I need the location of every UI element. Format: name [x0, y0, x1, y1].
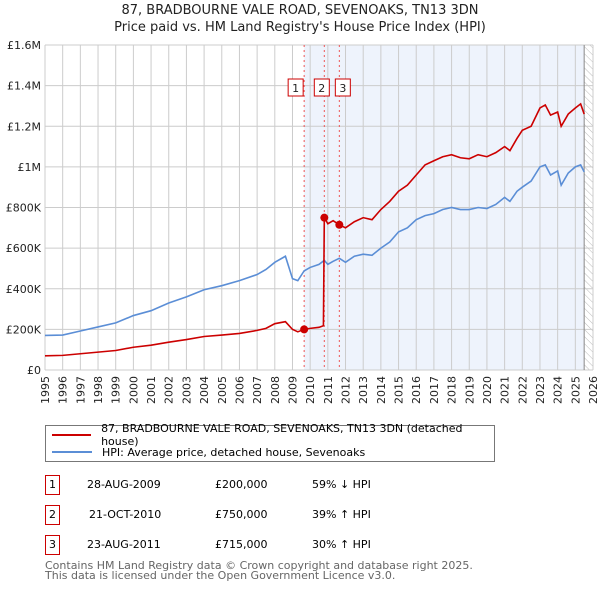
transaction-row: 3 23-AUG-2011 £715,000 30% ↑ HPI: [45, 535, 445, 555]
x-tick-label: 2020: [481, 376, 494, 404]
y-tick-label: £800K: [6, 202, 42, 215]
legend-red-line: [52, 434, 92, 436]
x-tick-label: 2014: [375, 376, 388, 404]
transaction-date: 28-AUG-2009: [87, 478, 161, 491]
x-tick-label: 1999: [110, 376, 123, 404]
footer-copyright: Contains HM Land Registry data © Crown c…: [45, 559, 473, 572]
x-tick-label: 2011: [322, 376, 335, 404]
sale-label-box: [334, 78, 351, 97]
legend-blue-line: [52, 451, 92, 453]
x-tick-label: 2000: [127, 376, 140, 404]
x-tick-label: 2023: [534, 376, 547, 404]
series-line: [44, 163, 585, 337]
transaction-id: 3: [45, 535, 60, 555]
sale-marker: [320, 213, 329, 222]
x-tick-label: 2018: [446, 376, 459, 404]
x-tick-label: 2017: [428, 376, 441, 404]
y-tick-label: £0: [27, 364, 41, 377]
series-line: [44, 102, 585, 357]
transaction-id: 2: [45, 505, 60, 525]
x-tick-label: 2009: [286, 376, 299, 404]
x-tick-label: 2024: [552, 376, 565, 404]
x-tick-label: 2001: [145, 376, 158, 404]
y-tick-label: £600K: [6, 242, 42, 255]
y-tick-label: £1.6M: [7, 39, 41, 52]
x-tick-label: 1995: [39, 376, 52, 404]
price-chart: 1995 1996 1997 1998 1999 2000 2001 2002 2003 2004…: [6, 39, 600, 404]
transaction-hpi: 59% ↓ HPI: [312, 478, 371, 491]
x-tick-label: 2026: [587, 376, 600, 404]
x-tick-label: 2012: [340, 376, 353, 404]
x-tick-label: 2004: [198, 376, 211, 404]
legend: 87, BRADBOURNE VALE ROAD, SEVENOAKS, TN1…: [45, 422, 495, 462]
x-tick-label: 2025: [569, 376, 582, 404]
x-tick-label: 2006: [233, 376, 246, 404]
y-tick-label: £200K: [6, 323, 42, 336]
transaction-price: £750,000: [215, 508, 268, 521]
transaction-row: 1 28-AUG-2009 £200,000 59% ↓ HPI: [45, 475, 445, 495]
x-tick-label: 2019: [463, 376, 476, 404]
x-tick-label: 2013: [357, 376, 370, 404]
x-tick-label: 2002: [163, 376, 176, 404]
transaction-price: £715,000: [215, 538, 268, 551]
y-tick-label: £400K: [6, 283, 42, 296]
x-tick-label: 2005: [216, 376, 229, 404]
y-tick-label: £1.4M: [7, 80, 41, 93]
x-tick-label: 2016: [410, 376, 423, 404]
sale-label-box: [313, 78, 330, 97]
transaction-date: 21-OCT-2010: [89, 508, 162, 521]
transaction-hpi: 39% ↑ HPI: [312, 508, 371, 521]
sale-label: 3: [339, 82, 346, 95]
sale-marker: [300, 325, 309, 334]
x-tick-label: 1997: [74, 376, 87, 404]
x-tick-label: 2022: [516, 376, 529, 404]
sale-marker: [335, 220, 344, 229]
sale-label: 1: [292, 82, 299, 95]
x-tick-label: 2007: [251, 376, 264, 404]
sale-label: 2: [318, 82, 325, 95]
sale-label-box: [287, 78, 304, 97]
footer-licence: This data is licensed under the Open Gov…: [45, 569, 396, 582]
x-tick-label: 2010: [304, 376, 317, 404]
chart-title: 87, BRADBOURNE VALE ROAD, SEVENOAKS, TN1…: [121, 3, 479, 18]
x-tick-label: 2015: [393, 376, 406, 404]
y-tick-label: £1M: [18, 161, 42, 174]
transaction-hpi: 30% ↑ HPI: [312, 538, 371, 551]
x-tick-label: 1998: [92, 376, 105, 404]
transaction-date: 23-AUG-2011: [87, 538, 161, 551]
y-tick-label: £1.2M: [7, 120, 41, 133]
legend-hpi: HPI: Average price, detached house, Seve…: [102, 445, 366, 459]
x-tick-label: 2021: [499, 376, 512, 404]
x-tick-label: 2008: [269, 376, 282, 404]
transaction-id: 1: [45, 475, 60, 495]
legend-property: 87, BRADBOURNE VALE ROAD, SEVENOAKS, TN1…: [101, 422, 463, 448]
chart-subtitle: Price paid vs. HM Land Registry's House …: [114, 20, 486, 35]
x-tick-label: 2003: [180, 376, 193, 404]
transaction-price: £200,000: [215, 478, 268, 491]
transaction-row: 2 21-OCT-2010 £750,000 39% ↑ HPI: [45, 505, 445, 525]
x-tick-label: 1996: [57, 376, 70, 404]
